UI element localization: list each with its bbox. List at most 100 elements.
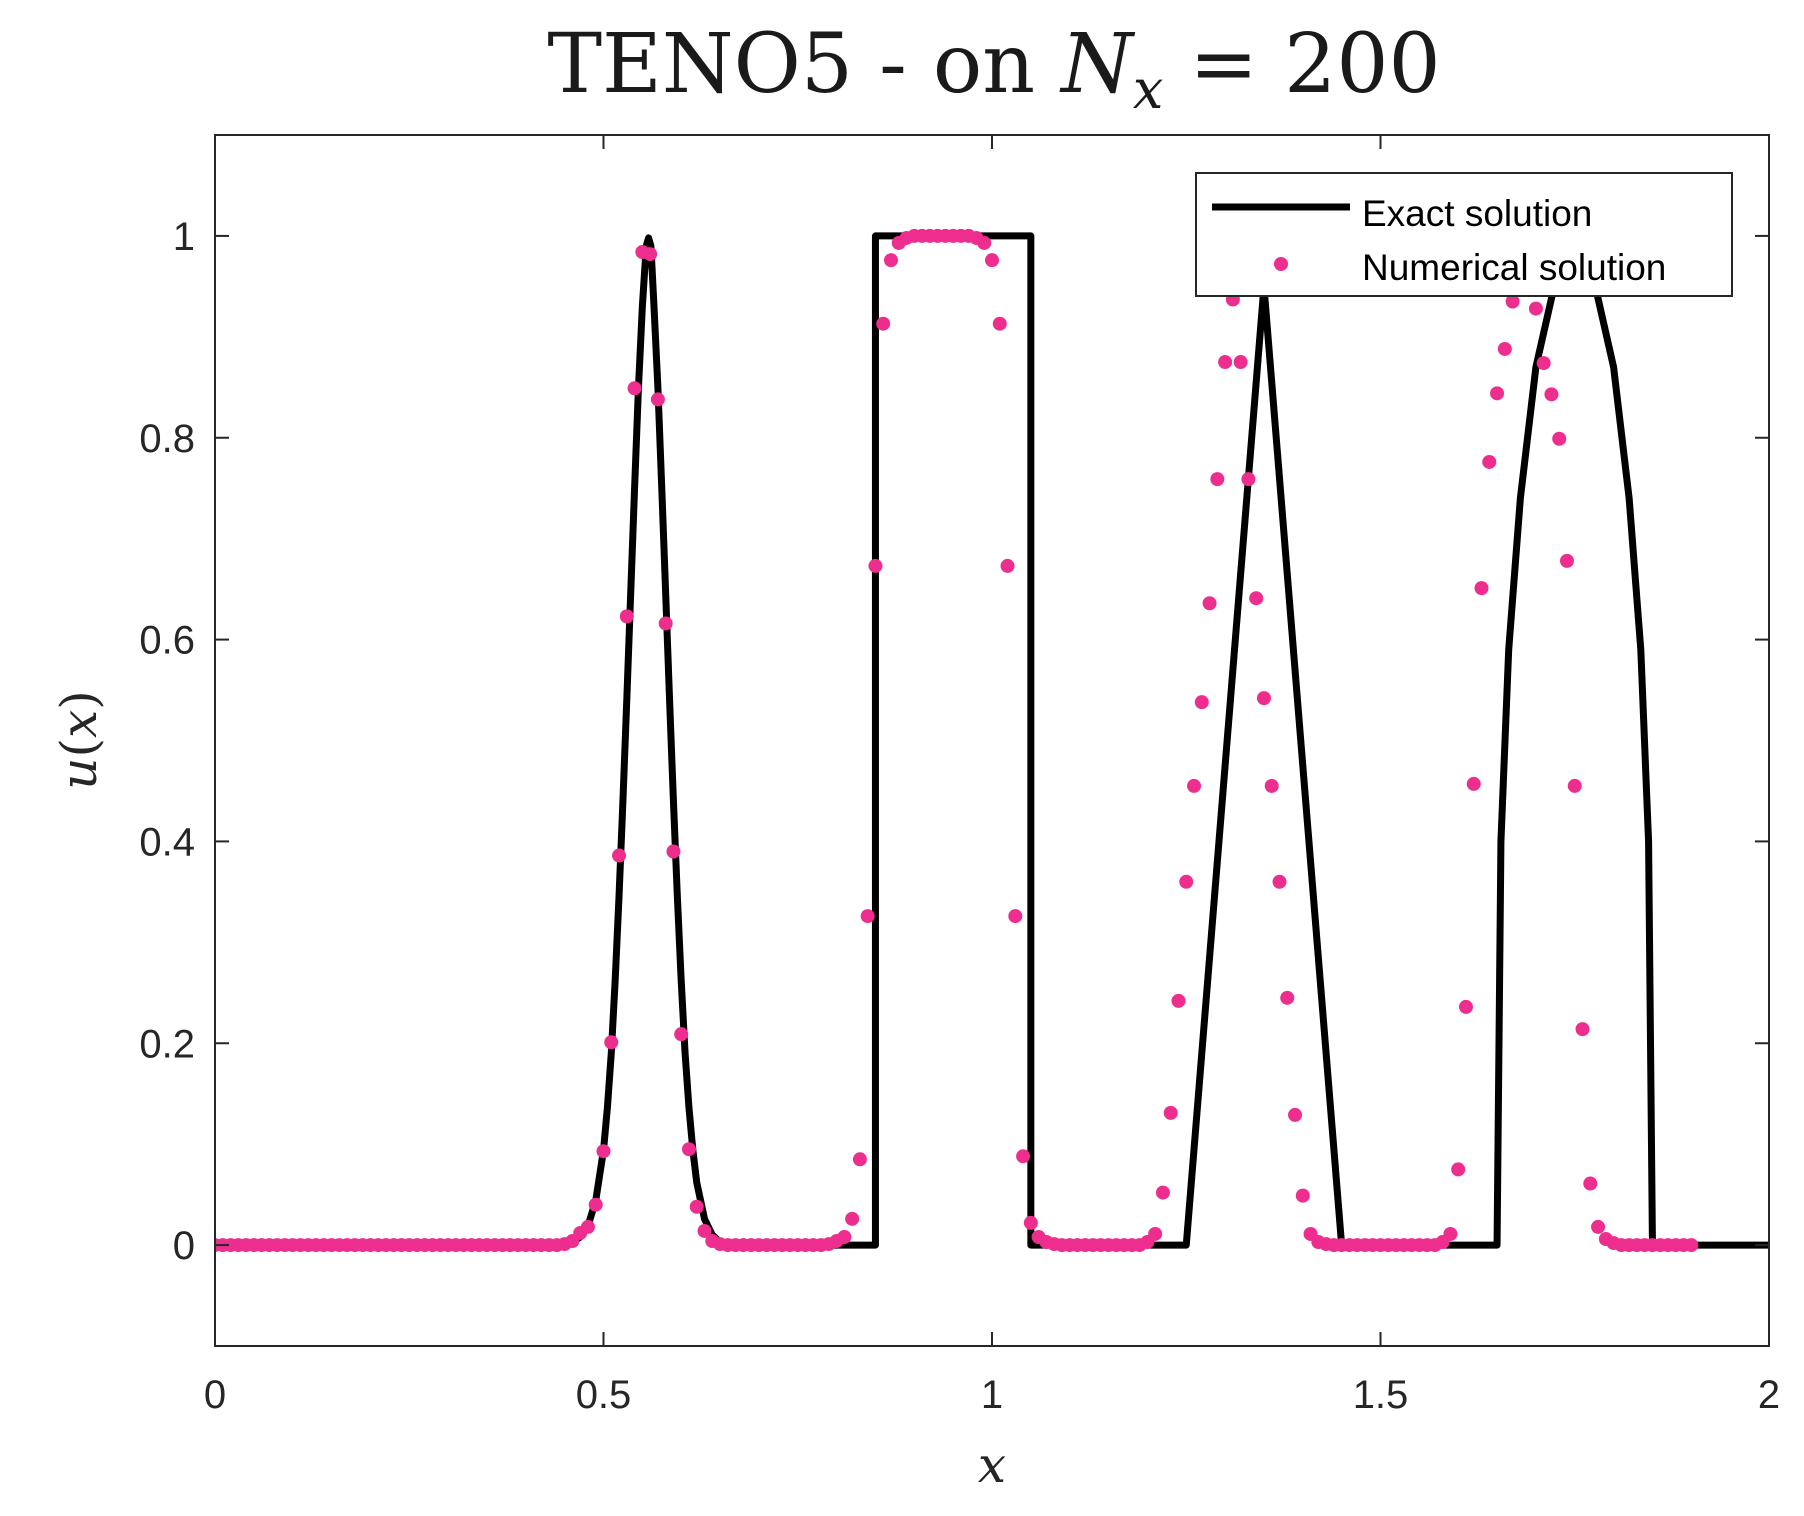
legend: Exact solution Numerical solution: [1195, 172, 1733, 297]
numerical-solution-point: [580, 1219, 595, 1234]
numerical-solution-point: [643, 247, 658, 262]
numerical-solution-point: [1272, 874, 1287, 889]
numerical-solution-point: [1155, 1185, 1170, 1200]
exact-solution-series: [215, 232, 1769, 1249]
numerical-solution-point: [619, 609, 634, 624]
numerical-solution-point: [1241, 472, 1256, 487]
numerical-solution-point: [658, 616, 673, 631]
chart-title-subscript: x: [1133, 58, 1163, 121]
numerical-solution-point: [1264, 778, 1279, 793]
numerical-solution-point: [1233, 355, 1248, 370]
chart-title-prefix: TENO5 - on: [547, 17, 1061, 112]
numerical-solution-point: [1482, 454, 1497, 469]
y-tick-label: 0: [173, 1224, 195, 1268]
axis-ticks: 0 0.5 1 1.5 2 0 0.2 0.4 0.6 0.8 1: [139, 135, 1780, 1417]
y-tick-label: 0.8: [139, 417, 195, 461]
numerical-solution-point: [1210, 472, 1225, 487]
numerical-solution-point: [1218, 355, 1233, 370]
chart-title-suffix: = 200: [1163, 17, 1440, 112]
chart-title: TENO5 - on Nx = 200: [547, 17, 1440, 121]
numerical-solution-point: [1295, 1188, 1310, 1203]
plot-area: [215, 135, 1769, 1346]
numerical-solution-point: [1163, 1105, 1178, 1120]
legend-exact-label: Exact solution: [1362, 193, 1592, 234]
x-axis-label-var: x: [978, 1436, 1006, 1494]
numerical-solution-point: [1187, 778, 1202, 793]
numerical-solution-point: [1280, 990, 1295, 1005]
numerical-solution-point: [697, 1223, 712, 1238]
numerical-solution-point: [1194, 695, 1209, 710]
numerical-solution-point: [1536, 356, 1551, 371]
y-axis-label-close: ): [50, 690, 108, 710]
x-tick-label: 1.5: [1353, 1373, 1409, 1417]
numerical-solution-point: [604, 1035, 619, 1050]
numerical-solution-point: [1000, 558, 1015, 573]
y-tick-label: 0.6: [139, 619, 195, 663]
numerical-solution-point: [1249, 591, 1264, 606]
numerical-solution-point: [876, 316, 891, 331]
numerical-solution-point: [852, 1152, 867, 1167]
numerical-solution-point: [977, 235, 992, 250]
numerical-solution-point: [596, 1144, 611, 1159]
numerical-solution-point: [992, 316, 1007, 331]
numerical-solution-point: [1443, 1226, 1458, 1241]
numerical-solution-point: [1288, 1107, 1303, 1122]
numerical-solution-point: [1466, 776, 1481, 791]
numerical-solution-point: [1575, 1022, 1590, 1037]
numerical-solution-point: [1497, 341, 1512, 356]
numerical-solution-point: [837, 1230, 852, 1245]
y-axis-label-func: u: [50, 758, 108, 790]
numerical-solution-point: [612, 848, 627, 863]
y-axis-label: u(x): [50, 690, 108, 789]
y-tick-label: 0.2: [139, 1022, 195, 1066]
x-tick-label: 1: [981, 1373, 1003, 1417]
legend-numerical-label: Numerical solution: [1362, 247, 1666, 288]
numerical-solution-point: [650, 392, 665, 407]
numerical-solution-point: [1567, 778, 1582, 793]
numerical-solution-point: [1148, 1226, 1163, 1241]
numerical-solution-point: [1451, 1162, 1466, 1177]
x-tick-label: 0.5: [576, 1373, 632, 1417]
y-axis-label-var: x: [50, 710, 108, 738]
numerical-solution-point: [588, 1197, 603, 1212]
y-tick-label: 1: [173, 215, 195, 259]
numerical-solution-point: [1016, 1149, 1031, 1164]
chart-title-symbol: N: [1059, 17, 1136, 112]
numerical-solution-point: [1684, 1238, 1699, 1253]
numerical-solution-point: [1528, 301, 1543, 316]
numerical-solution-point: [1583, 1176, 1598, 1191]
x-tick-label: 2: [1758, 1373, 1780, 1417]
numerical-solution-point: [883, 253, 898, 268]
numerical-solution-point: [674, 1027, 689, 1042]
exact-solution-line: [215, 232, 1769, 1249]
numerical-solution-point: [1552, 431, 1567, 446]
y-axis-label-open: (: [50, 738, 108, 758]
x-tick-label: 0: [204, 1373, 226, 1417]
legend-numerical-marker: [1274, 257, 1288, 271]
numerical-solution-point: [1544, 387, 1559, 402]
y-tick-label: 0.4: [139, 820, 195, 864]
numerical-solution-point: [1591, 1219, 1606, 1234]
numerical-solution-point: [627, 381, 642, 396]
numerical-solution-point: [1256, 691, 1271, 706]
numerical-solution-point: [1008, 909, 1023, 924]
numerical-solution-point: [1458, 999, 1473, 1014]
numerical-solution-point: [860, 909, 875, 924]
numerical-solution-point: [1179, 874, 1194, 889]
numerical-solution-point: [868, 558, 883, 573]
legend-box: [1195, 172, 1733, 297]
numerical-solution-point: [681, 1142, 696, 1157]
numerical-solution-point: [1202, 596, 1217, 611]
numerical-solution-point: [1490, 386, 1505, 401]
numerical-solution-point: [1171, 993, 1186, 1008]
numerical-solution-point: [1559, 553, 1574, 568]
numerical-solution-point: [666, 844, 681, 859]
numerical-solution-point: [1505, 294, 1520, 309]
numerical-solution-series: [215, 228, 1699, 1253]
numerical-solution-point: [985, 253, 999, 268]
x-axis-label: x: [978, 1436, 1006, 1494]
numerical-solution-point: [1023, 1215, 1038, 1230]
numerical-solution-point: [1474, 581, 1489, 596]
numerical-solution-point: [845, 1211, 860, 1226]
